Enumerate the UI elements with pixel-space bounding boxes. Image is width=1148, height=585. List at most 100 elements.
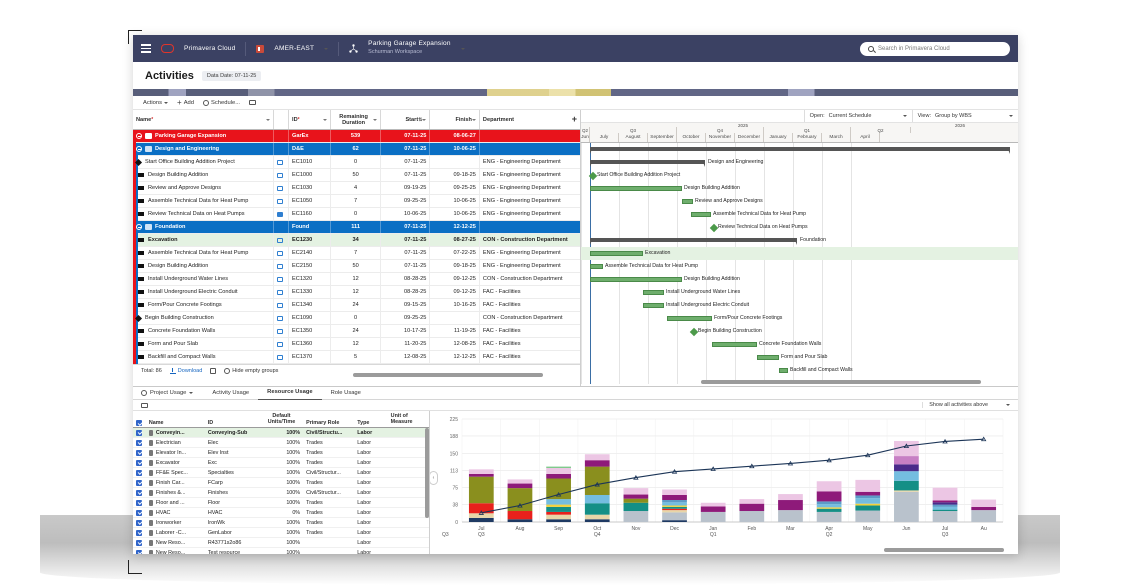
list-item[interactable]: HVAC HVAC 0% Trades Labor xyxy=(133,508,429,518)
chart-bar-segment[interactable] xyxy=(584,519,610,522)
chart-bar-segment[interactable] xyxy=(816,501,842,505)
chart-bar-segment[interactable] xyxy=(855,495,881,499)
chart-bar-segment[interactable] xyxy=(507,479,533,484)
project-usage-chevron-down-icon[interactable] xyxy=(189,392,194,394)
col-name-chevron-down-icon[interactable] xyxy=(265,118,270,121)
chart-bar-segment[interactable] xyxy=(739,503,765,512)
gantt-task-bar[interactable] xyxy=(779,368,788,373)
chart-bar-segment[interactable] xyxy=(468,476,494,504)
list-item[interactable]: Conveyin... Conveying-Sub 100% Civil/Struct… xyxy=(133,428,429,438)
organization-chevron-down-icon[interactable] xyxy=(324,47,329,50)
gantt-task-bar[interactable] xyxy=(682,199,693,204)
notes-icon[interactable] xyxy=(276,276,283,282)
notes-icon[interactable] xyxy=(276,159,283,165)
chart-bar-segment[interactable] xyxy=(778,494,803,501)
table-row[interactable]: Form/Pour Concrete Footings EC1340 24 09-15… xyxy=(133,299,580,312)
chart-bar-segment[interactable] xyxy=(662,520,687,522)
column-header-name[interactable]: Name* xyxy=(133,110,274,129)
tab-resource-usage[interactable]: Resource Usage xyxy=(258,386,322,400)
gantt-milestone-marker[interactable] xyxy=(709,223,719,232)
table-row[interactable]: Install Underground Water Lines EC1320 12 0… xyxy=(133,273,580,286)
notes-icon[interactable] xyxy=(276,263,283,269)
gantt-row[interactable]: Review and Approve Designs xyxy=(581,195,1018,208)
table-row[interactable]: Excavation EC1230 34 07-11-25 08-27-25 CON - … xyxy=(133,234,580,247)
view-select[interactable]: View: Group by WBS xyxy=(911,110,1018,122)
resource-checkbox[interactable] xyxy=(133,538,146,547)
cell-notes[interactable] xyxy=(274,156,290,168)
hide-empty-groups-toggle[interactable]: Hide empty groups xyxy=(224,368,278,374)
list-item[interactable]: Electrician Elec 100% Trades Labor xyxy=(133,438,429,448)
chart-bar-segment[interactable] xyxy=(932,509,958,512)
notes-icon[interactable] xyxy=(276,185,283,191)
resource-checkbox[interactable] xyxy=(133,528,146,537)
gantt-row[interactable]: Install Underground Water Lines xyxy=(581,286,1018,299)
column-header-finish[interactable]: Finish xyxy=(430,110,480,129)
cell-notes[interactable] xyxy=(274,208,290,220)
resource-col-name[interactable]: Name xyxy=(148,420,164,426)
project-usage-select[interactable]: Project Usage xyxy=(141,390,203,396)
chart-bar-segment[interactable] xyxy=(546,499,571,505)
chart-bar-segment[interactable] xyxy=(623,488,649,495)
cell-notes[interactable] xyxy=(274,312,290,324)
chart-bar-segment[interactable] xyxy=(816,491,842,502)
chart-horizontal-scrollbar[interactable] xyxy=(884,548,1004,552)
cell-notes[interactable] xyxy=(274,234,290,246)
gantt-body[interactable]: Design and Engineering Start Office Build… xyxy=(581,143,1018,384)
chart-bar-segment[interactable] xyxy=(971,499,997,507)
chart-bar-segment[interactable] xyxy=(507,488,533,512)
view-chevron-down-icon[interactable] xyxy=(1009,115,1013,117)
gantt-row[interactable]: Backfill and Compact Walls xyxy=(581,364,1018,377)
schedule-button[interactable]: Schedule... xyxy=(203,99,240,106)
show-all-chevron-down-icon[interactable] xyxy=(1006,404,1010,406)
chart-bar-segment[interactable] xyxy=(739,511,765,522)
gantt-row[interactable]: Review Technical Data on Heat Pumps xyxy=(581,221,1018,234)
cell-notes[interactable] xyxy=(274,338,290,350)
usage-print-icon[interactable] xyxy=(141,402,148,408)
chart-bar-segment[interactable] xyxy=(546,506,571,512)
chart-bar-segment[interactable] xyxy=(894,491,919,522)
chart-bar-segment[interactable] xyxy=(894,471,919,481)
chart-bar-segment[interactable] xyxy=(855,503,881,506)
notes-icon[interactable] xyxy=(276,172,283,178)
gantt-task-bar[interactable] xyxy=(712,342,757,347)
chart-bar-segment[interactable] xyxy=(932,502,958,505)
chart-bar-segment[interactable] xyxy=(468,469,494,474)
resource-checkbox[interactable] xyxy=(133,498,146,507)
column-header-start[interactable]: Start ⇅ xyxy=(381,110,431,129)
resource-checkbox[interactable] xyxy=(133,508,146,517)
gantt-summary-bar[interactable] xyxy=(590,147,1010,151)
cell-notes[interactable] xyxy=(274,195,290,207)
chart-bar-segment[interactable] xyxy=(816,508,842,512)
gantt-task-bar[interactable] xyxy=(643,290,664,295)
list-item[interactable]: Finishes &... Finishes 100% Civil/Structur.… xyxy=(133,488,429,498)
open-schedule-select[interactable]: Open: Current Schedule xyxy=(803,110,912,122)
list-item[interactable]: New Reso... R43771s2o86 100% Labor xyxy=(133,538,429,548)
table-row[interactable]: Backfill and Compact Walls EC1370 5 12-08-2… xyxy=(133,351,580,364)
list-item[interactable]: Elevator In... Elev Inst 100% Trades Labor xyxy=(133,448,429,458)
table-row[interactable]: Design Building Addition EC1000 50 07-11-25… xyxy=(133,169,580,182)
gantt-summary-bar[interactable] xyxy=(590,238,797,242)
cell-notes[interactable] xyxy=(274,169,290,181)
chart-bar-segment[interactable] xyxy=(546,467,571,474)
chart-bar-segment[interactable] xyxy=(778,500,803,511)
gantt-row[interactable]: Design Building Addition xyxy=(581,273,1018,286)
cell-notes[interactable] xyxy=(274,273,290,285)
chart-bar-segment[interactable] xyxy=(507,511,533,520)
resource-col-type[interactable]: Type xyxy=(357,420,370,426)
chart-bar-segment[interactable] xyxy=(546,504,571,507)
chart-bar-segment[interactable] xyxy=(700,511,726,522)
chart-bar-segment[interactable] xyxy=(468,513,494,518)
table-row[interactable]: Concrete Foundation Walls EC1350 24 10-17-2… xyxy=(133,325,580,338)
list-item[interactable]: Finish Car... FCarp 100% Trades Labor xyxy=(133,478,429,488)
table-row[interactable]: Design Building Addition EC2150 50 07-11-25… xyxy=(133,260,580,273)
resource-col-primary-role[interactable]: Primary Role xyxy=(306,420,340,426)
chart-bar-segment[interactable] xyxy=(662,489,687,495)
chart-bar-segment[interactable] xyxy=(816,504,842,508)
gantt-row[interactable]: Foundation xyxy=(581,234,1018,247)
chart-bar-segment[interactable] xyxy=(584,460,610,467)
chart-bar-segment[interactable] xyxy=(855,510,881,522)
resource-checkbox[interactable] xyxy=(133,438,146,447)
chart-bar-segment[interactable] xyxy=(816,481,842,492)
chart-bar-segment[interactable] xyxy=(739,499,765,504)
